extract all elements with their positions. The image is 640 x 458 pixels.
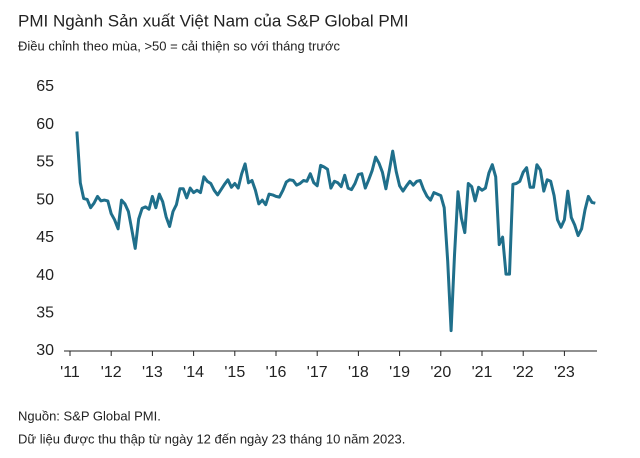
y-tick-label: 60 xyxy=(36,116,54,133)
y-tick-label: 50 xyxy=(36,191,54,208)
chart-title: PMI Ngành Sản xuất Việt Nam của S&P Glob… xyxy=(18,11,409,30)
x-tick-label: '16 xyxy=(266,364,287,381)
x-tick-label: '20 xyxy=(430,364,451,381)
y-tick-label: 45 xyxy=(36,229,54,246)
y-tick-label: 30 xyxy=(36,342,54,359)
data-line xyxy=(75,131,596,333)
x-tick-label: '19 xyxy=(389,364,410,381)
x-tick-label: '17 xyxy=(307,364,328,381)
x-tick-label: '18 xyxy=(348,364,369,381)
source: Nguồn: S&P Global PMI. xyxy=(18,408,161,423)
y-tick-label: 40 xyxy=(36,267,54,284)
x-tick-label: '14 xyxy=(183,364,204,381)
x-tick-label: '13 xyxy=(142,364,163,381)
x-tick-label: '22 xyxy=(513,364,534,381)
note: Dữ liệu được thu thập từ ngày 12 đến ngà… xyxy=(18,431,405,446)
chart-subtitle: Điều chỉnh theo mùa, >50 = cải thiện so … xyxy=(18,38,341,53)
x-tick-label: '12 xyxy=(101,364,122,381)
y-tick-label: 35 xyxy=(36,305,54,322)
x-tick-label: '23 xyxy=(554,364,575,381)
y-tick-label: 55 xyxy=(36,154,54,171)
x-tick-label: '11 xyxy=(60,364,80,381)
y-tick-label: 65 xyxy=(36,78,54,95)
x-tick-label: '21 xyxy=(472,364,493,381)
x-tick-label: '15 xyxy=(224,364,245,381)
